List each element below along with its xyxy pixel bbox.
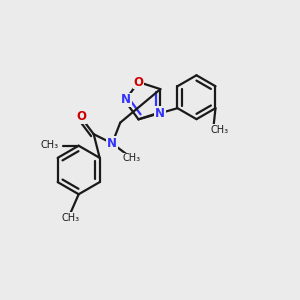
Text: CH₃: CH₃	[123, 153, 141, 164]
Text: CH₃: CH₃	[211, 124, 229, 135]
Text: N: N	[155, 107, 165, 120]
Text: CH₃: CH₃	[41, 140, 59, 150]
Text: O: O	[76, 110, 86, 123]
Text: CH₃: CH₃	[61, 213, 80, 223]
Text: N: N	[107, 137, 117, 150]
Text: O: O	[134, 76, 143, 88]
Text: N: N	[121, 94, 131, 106]
